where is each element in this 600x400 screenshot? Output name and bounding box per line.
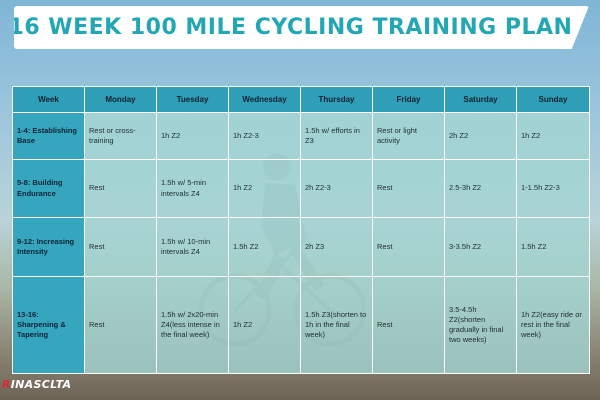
week-label: 9-12: Increasing Intensity [12, 217, 85, 277]
week-label: 13-16: Sharpening & Tapering [12, 276, 85, 374]
table-cell: 1h Z2-3 [228, 112, 301, 160]
column-header-friday: Friday [372, 86, 445, 113]
column-header-saturday: Saturday [444, 86, 517, 113]
table-cell: Rest or cross-training [84, 112, 157, 160]
column-header-tuesday: Tuesday [156, 86, 229, 113]
table-cell: 1-1.5h Z2-3 [516, 159, 590, 218]
column-header-monday: Monday [84, 86, 157, 113]
table-cell: 1h Z2 [156, 112, 229, 160]
table-cell: Rest [372, 276, 445, 374]
table-cell: Rest [372, 217, 445, 277]
table-cell: 3.5-4.5h Z2(shorten gradually in final t… [444, 276, 517, 374]
table-row: 5-8: Building Endurance Rest 1.5h w/ 5-m… [12, 159, 590, 218]
table-cell: 3-3.5h Z2 [444, 217, 517, 277]
table-cell: Rest [84, 276, 157, 374]
title-banner: 16 WEEK 100 MILE CYCLING TRAINING PLAN [14, 6, 589, 49]
table-cell: 2h Z2 [444, 112, 517, 160]
table-cell: 2h Z2-3 [300, 159, 373, 218]
brand-logo: RINASCLTA [2, 378, 71, 391]
table-cell: 1.5h Z2 [228, 217, 301, 277]
page-title: 16 WEEK 100 MILE CYCLING TRAINING PLAN [8, 15, 573, 40]
table-cell: 1h Z2 [516, 112, 590, 160]
table-row: 1-4: Establishing Base Rest or cross-tra… [12, 112, 590, 160]
table-row: 9-12: Increasing Intensity Rest 1.5h w/ … [12, 217, 590, 277]
week-label: 5-8: Building Endurance [12, 159, 85, 218]
table-cell: 1.5h w/ 10-min intervals Z4 [156, 217, 229, 277]
table-cell: 2.5-3h Z2 [444, 159, 517, 218]
table-cell: 1h Z2 [228, 276, 301, 374]
table-cell: Rest [372, 159, 445, 218]
table-cell: 1.5h Z2 [516, 217, 590, 277]
week-label: 1-4: Establishing Base [12, 112, 85, 160]
table-cell: 2h Z3 [300, 217, 373, 277]
table-header-row: Week Monday Tuesday Wednesday Thursday F… [12, 86, 590, 113]
logo-text: INASCLTA [10, 378, 72, 391]
table-cell: 1.5h w/ efforts in Z3 [300, 112, 373, 160]
column-header-wednesday: Wednesday [228, 86, 301, 113]
table-cell: 1.5h w/ 5-min intervals Z4 [156, 159, 229, 218]
table-cell: Rest or light activity [372, 112, 445, 160]
training-plan-table: Week Monday Tuesday Wednesday Thursday F… [12, 86, 590, 374]
table-cell: 1.5h Z3(shorten to 1h in the final week) [300, 276, 373, 374]
table-cell: Rest [84, 217, 157, 277]
column-header-sunday: Sunday [516, 86, 590, 113]
table-cell: 1h Z2 [228, 159, 301, 218]
table-cell: 1.5h w/ 2x20-min Z4(less intense in the … [156, 276, 229, 374]
column-header-thursday: Thursday [300, 86, 373, 113]
table-cell: 1h Z2(easy ride or rest in the final wee… [516, 276, 590, 374]
table-row: 13-16: Sharpening & Tapering Rest 1.5h w… [12, 276, 590, 374]
logo-initial: R [2, 378, 11, 391]
column-header-week: Week [12, 86, 85, 113]
table-cell: Rest [84, 159, 157, 218]
